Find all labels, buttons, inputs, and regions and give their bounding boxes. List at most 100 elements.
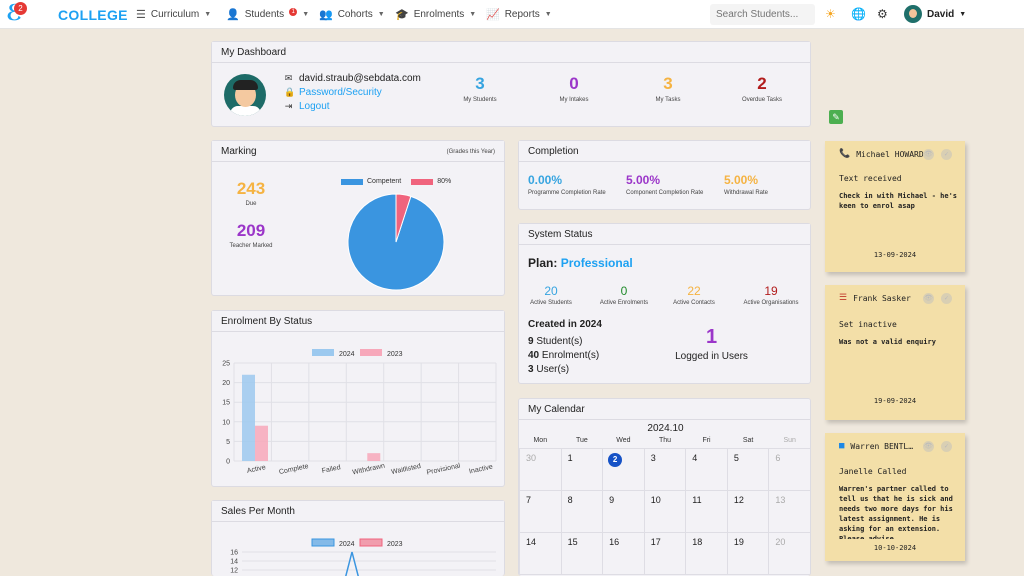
calendar-day[interactable]: 16 [602,531,645,575]
nav-enrolments[interactable]: 🎓 Enrolments ▼ [395,8,476,21]
check-icon[interactable]: ✓ [941,149,952,160]
weekday-header: Sat [742,437,754,445]
calendar-day[interactable]: 19 [726,531,770,575]
logout-link[interactable]: Logout [299,101,330,112]
day-number: 3 [650,452,656,463]
sticky-note[interactable]: 📞 Michael HOWARD 👁 ✓ Text received Check… [825,141,965,272]
logout-line[interactable]: ⇥ Logout [284,101,330,112]
calendar-day[interactable]: 8 [560,489,604,533]
calendar-day[interactable]: 20 [768,531,810,575]
eye-icon[interactable]: 👁 [923,293,934,304]
check-icon[interactable]: ✓ [941,441,952,452]
eye-icon[interactable]: 👁 [923,441,934,452]
password-line[interactable]: 🔒 Password/Security [284,87,382,98]
day-number: 8 [567,494,573,505]
nav-curriculum[interactable]: ☰ Curriculum ▼ [136,8,211,21]
calendar-day[interactable]: 2 [602,447,645,491]
sales-per-month-card: Sales Per Month 2024 2023 16 14 12 [211,500,505,576]
y-tick-label: 16 [230,550,238,557]
legend-label[interactable]: 80% [437,178,452,185]
created-title: Created in 2024 [528,319,602,330]
series-line [345,551,359,576]
sun-icon[interactable]: ☀ [825,7,836,21]
app-logo[interactable]: ℰ 2 [6,2,28,26]
weekday-header: Sun [783,437,796,445]
user-name: David [927,8,955,20]
stat-value: 19 [764,284,778,298]
user-icon: 👤 [226,9,240,21]
user-menu[interactable]: David ▼ [904,5,966,23]
day-number: 30 [526,452,537,463]
calendar-day[interactable]: 1 [560,447,604,491]
chevron-down-icon: ▼ [544,11,552,18]
created-students: 9 Student(s) [528,336,583,347]
globe-icon[interactable]: 🌐 [851,7,866,21]
calendar-day[interactable]: 17 [643,531,687,575]
password-security-link[interactable]: Password/Security [299,87,382,98]
stat-label: My Students [463,97,497,103]
graduation-cap-icon: 🎓 [395,9,409,21]
avatar [904,5,922,23]
calendar-day[interactable]: 13 [768,489,810,533]
chat-icon: ■ [839,441,845,451]
calendar-day[interactable]: 30 [519,447,562,491]
note-name: Frank Sasker [853,293,911,303]
calendar-day[interactable]: 9 [602,489,645,533]
stat-overdue-tasks[interactable]: 2 Overdue Tasks [722,74,802,103]
card-title: My Dashboard [212,42,810,63]
edit-pencil-icon[interactable]: ✎ [829,110,843,124]
dashboard-card: My Dashboard ✉ david.straub@sebdata.com … [211,41,811,127]
completion-value: 5.00% [724,173,759,187]
due-value: 243 [236,179,266,198]
day-number: 17 [650,536,661,547]
calendar-day[interactable]: 6 [768,447,810,491]
calendar-day[interactable]: 3 [643,447,687,491]
calendar-week: 14 15 16 17 18 19 20 [519,531,810,575]
search-input[interactable] [710,4,815,25]
check-icon[interactable]: ✓ [941,293,952,304]
nav-cohorts[interactable]: 👥 Cohorts ▼ [319,8,385,21]
stat-my-tasks[interactable]: 3 My Tasks [628,74,708,103]
eye-icon[interactable]: 👁 [923,149,934,160]
due-label: Due [245,201,257,207]
calendar-day[interactable]: 7 [519,489,562,533]
nav-reports[interactable]: 📈 Reports ▼ [486,8,552,21]
sticky-note[interactable]: ☰ Frank Sasker 👁 ✓ Set inactive Was not … [825,285,965,420]
stat-my-students[interactable]: 3 My Students [440,74,520,103]
calendar-day[interactable]: 14 [519,531,562,575]
legend-label: 2024 [339,541,355,548]
card-title: System Status [519,224,810,245]
completion-label: Component Completion Rate [626,190,704,196]
day-number: 9 [609,494,615,505]
calendar-day[interactable]: 4 [685,447,728,491]
nav-students[interactable]: 👤 Students 1 ▼ [226,7,309,21]
legend-swatch [312,349,334,356]
y-tick-label: 0 [226,459,230,466]
day-number: 15 [567,536,578,547]
completion-withdrawal: 5.00% Withdrawal Rate [724,173,768,196]
calendar-today: 2 [608,452,623,467]
sticky-note[interactable]: ■ Warren BENTL… 👁 ✓ Janelle Called Warre… [825,433,965,561]
day-number: 12 [733,494,744,505]
stat-my-intakes[interactable]: 0 My Intakes [534,74,614,103]
gear-icon[interactable]: ⚙ [877,7,888,21]
card-title: Marking [221,146,257,157]
stat-label: Active Enrolments [599,300,649,306]
legend-label: 2023 [387,541,403,548]
stat-value: 0 [569,74,579,93]
calendar-day[interactable]: 18 [685,531,728,575]
legend-label[interactable]: Competent [367,178,402,185]
legend-swatch [341,178,363,185]
calendar-day[interactable]: 5 [726,447,770,491]
calendar-day[interactable]: 15 [560,531,604,575]
calendar-day[interactable]: 11 [685,489,728,533]
calendar-day[interactable]: 10 [643,489,687,533]
y-tick-label: 14 [230,559,238,566]
chart-icon: 📈 [486,9,500,21]
note-header: ■ Warren BENTL… [839,441,913,451]
chevron-down-icon: ▼ [204,11,212,18]
logout-icon: ⇥ [284,101,293,111]
created-users: 3 User(s) [528,364,570,375]
brand-name[interactable]: COLLEGE [58,7,128,23]
calendar-day[interactable]: 12 [726,489,770,533]
